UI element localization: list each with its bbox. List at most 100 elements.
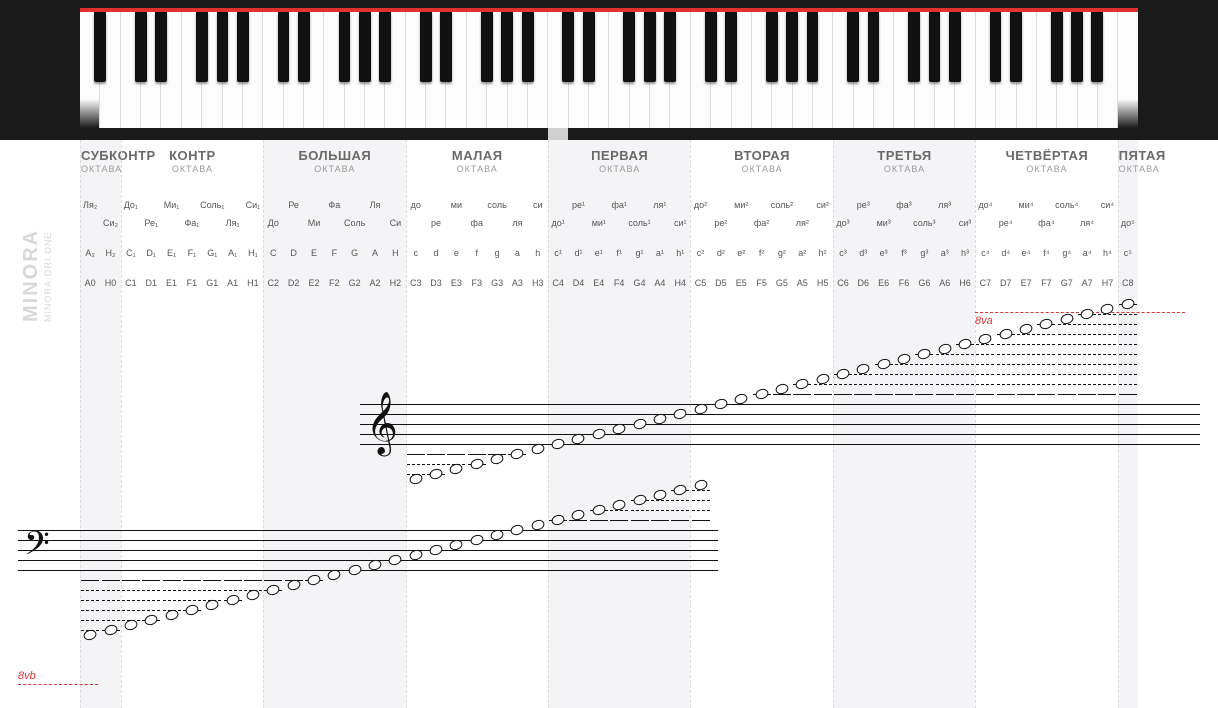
note-label: c¹: [554, 248, 562, 258]
octave-subtitle: ОКТАВА: [1119, 164, 1138, 174]
note-label: Си₁: [246, 200, 261, 210]
note-label: d⁴: [1001, 248, 1010, 258]
note-label: Ре: [288, 200, 299, 210]
note-label: ми³: [877, 218, 891, 228]
note-label: C4: [552, 278, 564, 288]
note-label: E6: [878, 278, 889, 288]
note-label: e²: [737, 248, 745, 258]
white-key: [284, 12, 304, 128]
note-label: соль: [487, 200, 506, 210]
note-label: A0: [85, 278, 96, 288]
note-label: H1: [247, 278, 259, 288]
row-helmholtz: A₂H₂C₁D₁E₁F₁G₁A₁H₁CDEFGAHcdefgahc¹d¹e¹f¹…: [18, 248, 1208, 262]
octave-subtitle: ОКТАВА: [81, 164, 121, 174]
note-label: a: [515, 248, 520, 258]
octave-title: СУБКОНТР: [81, 148, 121, 163]
octave-title: ПЕРВАЯ: [549, 148, 690, 163]
white-key: [1098, 12, 1118, 128]
piano-keyboard: [0, 0, 1218, 140]
note-label: Ре₁: [144, 218, 158, 228]
white-key: [243, 12, 263, 128]
note-label: C8: [1122, 278, 1134, 288]
note-label: e⁴: [1022, 248, 1031, 258]
note-label: ля⁴: [1080, 218, 1094, 228]
white-key: [1118, 12, 1137, 128]
white-key: [100, 12, 120, 128]
note-label: c³: [839, 248, 847, 258]
note-label: соль³: [913, 218, 935, 228]
white-key: [141, 12, 161, 128]
note-label: D6: [858, 278, 870, 288]
white-key: [793, 12, 813, 128]
note-label: d¹: [574, 248, 582, 258]
note-label: E1: [166, 278, 177, 288]
white-key: [304, 12, 324, 128]
treble-clef-icon: 𝄞: [366, 392, 398, 455]
note-label: A2: [370, 278, 381, 288]
white-key: [487, 12, 507, 128]
note-label: A7: [1082, 278, 1093, 288]
note-label: Ля₂: [83, 200, 97, 210]
note-label: Фа₁: [184, 218, 199, 228]
octave-title: ВТОРАЯ: [691, 148, 832, 163]
white-key: [406, 12, 426, 128]
note-label: фа¹: [611, 200, 626, 210]
note-label: ре⁴: [999, 218, 1013, 228]
note-label: E5: [736, 278, 747, 288]
note-label: a³: [941, 248, 949, 258]
note-label: G5: [776, 278, 788, 288]
note-label: F7: [1041, 278, 1052, 288]
note-label: E3: [451, 278, 462, 288]
note-label: Соль₁: [200, 200, 224, 210]
octave-title: БОЛЬШАЯ: [264, 148, 405, 163]
white-key: [202, 12, 222, 128]
note-label: Ля₁: [226, 218, 240, 228]
note-label: C1: [125, 278, 137, 288]
note-label: ми: [451, 200, 462, 210]
note-label: D3: [430, 278, 442, 288]
note-label: h³: [961, 248, 969, 258]
note-label: g: [495, 248, 500, 258]
ottava-8vb: 8vb: [18, 670, 98, 685]
octave-title: ПЯТАЯ: [1119, 148, 1138, 163]
octave-subtitle: ОКТАВА: [834, 164, 975, 174]
white-key: [426, 12, 446, 128]
white-key: [569, 12, 589, 128]
note-label: си²: [816, 200, 829, 210]
note-label: d: [434, 248, 439, 258]
white-key: [935, 12, 955, 128]
note-label: C3: [410, 278, 422, 288]
note-label: до²: [694, 200, 707, 210]
note-label: Ми: [308, 218, 321, 228]
note-label: H4: [674, 278, 686, 288]
note-label: D7: [1000, 278, 1012, 288]
note-label: D: [290, 248, 297, 258]
note-label: G: [351, 248, 358, 258]
white-key: [324, 12, 344, 128]
white-key: [650, 12, 670, 128]
note-label: A6: [939, 278, 950, 288]
note-label: H: [392, 248, 399, 258]
note-label: A5: [797, 278, 808, 288]
note-label: d³: [859, 248, 867, 258]
white-key: [711, 12, 731, 128]
note-label: ля: [512, 218, 522, 228]
note-label: d²: [717, 248, 725, 258]
note-label: ре³: [857, 200, 870, 210]
octave-title: ТРЕТЬЯ: [834, 148, 975, 163]
note-label: A₁: [228, 248, 237, 258]
note-label: фа⁴: [1038, 218, 1054, 228]
note-label: F5: [756, 278, 767, 288]
note-label: си³: [959, 218, 972, 228]
white-key: [955, 12, 975, 128]
row-scientific: A0H0C1D1E1F1G1A1H1C2D2E2F2G2A2H2C3D3E3F3…: [18, 278, 1208, 292]
note-label: ля³: [938, 200, 951, 210]
white-key: [1037, 12, 1057, 128]
note-label: f: [475, 248, 478, 258]
note-label: ре²: [714, 218, 727, 228]
note-label: e¹: [595, 248, 603, 258]
note-label: до³: [836, 218, 849, 228]
white-key: [691, 12, 711, 128]
white-key: [833, 12, 853, 128]
white-key: [772, 12, 792, 128]
